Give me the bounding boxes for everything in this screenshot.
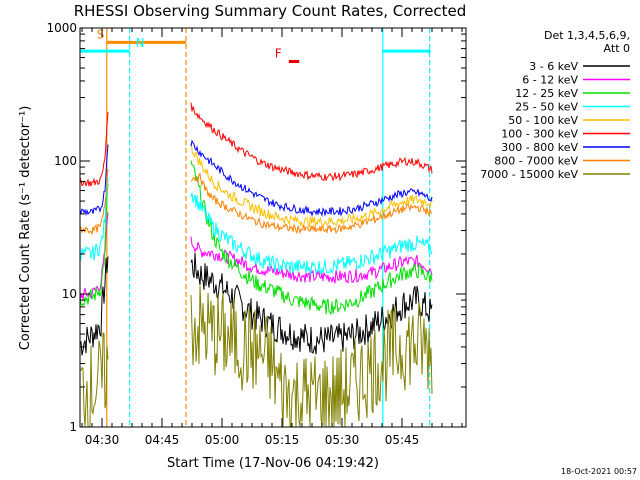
plot-area: S N F <box>79 27 467 428</box>
series-line <box>79 178 433 275</box>
legend-label: 50 - 100 keV <box>508 114 578 127</box>
x-axis-label: Start Time (17-Nov-06 04:19:42) <box>167 456 379 471</box>
series-line <box>190 143 433 228</box>
series-line <box>79 102 433 187</box>
y-tick-label: 1000 <box>46 21 77 35</box>
series-line <box>79 139 433 218</box>
legend-label: 7000 - 15000 keV <box>480 168 578 181</box>
y-tick-label: 10 <box>62 287 77 301</box>
legend-label: 12 - 25 keV <box>515 87 578 100</box>
x-axis: 04:30 04:45 05:00 05:15 05:30 05:45 <box>81 28 463 447</box>
legend-label: 100 - 300 keV <box>501 128 578 141</box>
x-tick-label: 05:15 <box>265 433 300 447</box>
marker-label: N <box>136 36 145 50</box>
marker-label: S <box>97 27 105 41</box>
y-tick-label: 100 <box>54 154 77 168</box>
legend-label: 3 - 6 keV <box>529 60 578 73</box>
x-tick-label: 05:00 <box>205 433 240 447</box>
series-line <box>79 160 433 316</box>
y-axis: 1 10 100 1000 <box>46 21 466 434</box>
legend-label: 6 - 12 keV <box>522 74 578 87</box>
plot-frame <box>79 27 467 428</box>
legend-label: 800 - 7000 keV <box>494 155 578 168</box>
markers: S N F <box>80 27 431 63</box>
chart-title: RHESSI Observing Summary Count Rates, Co… <box>74 2 467 20</box>
legend-header-line-2: Att 0 <box>604 42 630 55</box>
x-tick-label: 04:45 <box>145 433 180 447</box>
marker-label: F <box>275 46 282 60</box>
legend-header-line-1: Det 1,3,4,5,6,9, <box>544 29 630 42</box>
series-group <box>79 102 433 428</box>
series-line <box>79 169 433 235</box>
x-tick-label: 05:30 <box>325 433 360 447</box>
y-axis-label: Corrected Count Rate (s⁻¹ detector⁻¹) <box>18 106 33 351</box>
x-tick-label: 04:30 <box>85 433 120 447</box>
series-line <box>79 285 433 428</box>
legend-label: 25 - 50 keV <box>515 101 578 114</box>
legend-label: 300 - 800 keV <box>501 141 578 154</box>
y-tick-label: 1 <box>69 420 77 434</box>
footer-date: 18-Oct-2021 00:57 <box>561 467 637 476</box>
x-tick-label: 05:45 <box>385 433 420 447</box>
